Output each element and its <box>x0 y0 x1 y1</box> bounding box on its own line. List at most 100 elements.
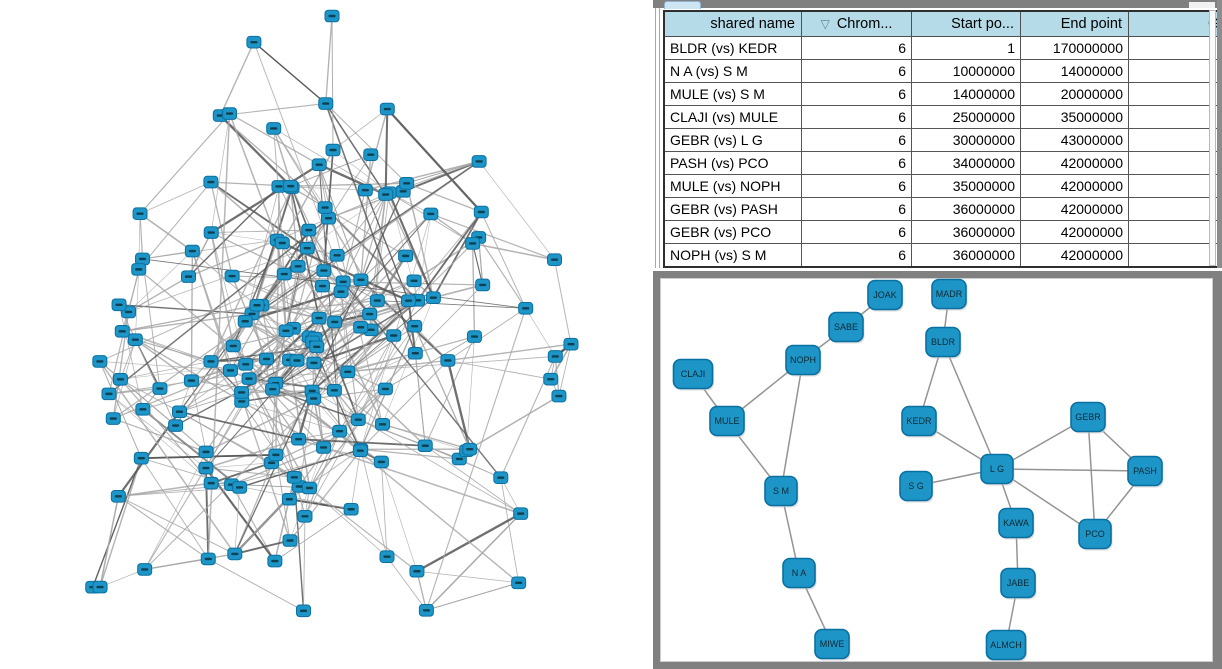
overview-node[interactable] <box>543 372 559 386</box>
overview-node[interactable] <box>357 183 373 197</box>
network-node-ALMCH[interactable]: ALMCH <box>985 629 1028 662</box>
overview-edge[interactable] <box>360 360 449 450</box>
overview-node[interactable] <box>333 285 349 298</box>
overview-node[interactable] <box>316 264 332 277</box>
overview-edge[interactable] <box>179 279 362 413</box>
overview-edge[interactable] <box>228 113 278 241</box>
overview-node[interactable] <box>417 439 433 453</box>
table-cell[interactable]: 6 <box>801 105 912 129</box>
overview-edge[interactable] <box>313 334 395 364</box>
overview-node[interactable] <box>135 402 151 416</box>
overview-edge[interactable] <box>430 213 474 244</box>
overview-edge[interactable] <box>304 430 341 517</box>
overview-edge[interactable] <box>188 239 278 278</box>
overview-node[interactable] <box>518 302 534 315</box>
network-node-SG[interactable]: S G <box>899 470 934 503</box>
overview-node[interactable] <box>222 107 238 120</box>
overview-edge[interactable] <box>234 454 277 555</box>
overview-edge[interactable] <box>313 388 386 400</box>
overview-node[interactable] <box>132 207 148 221</box>
overview-edge[interactable] <box>244 160 480 322</box>
overview-node[interactable] <box>181 270 197 283</box>
overview-node[interactable] <box>237 314 253 328</box>
overview-node[interactable] <box>282 534 298 547</box>
overview-edge[interactable] <box>120 378 272 464</box>
overview-edge[interactable] <box>291 187 342 292</box>
overview-node[interactable] <box>198 445 214 459</box>
overview-edge[interactable] <box>312 398 325 448</box>
network-node-MIWE[interactable]: MIWE <box>814 628 851 661</box>
overview-edge[interactable] <box>274 508 352 562</box>
overview-edge[interactable] <box>276 239 298 361</box>
table-row[interactable]: GEBR (vs) PASH636000000420000008.9 <box>663 197 1222 221</box>
network-node-PASH[interactable]: PASH <box>1127 455 1164 488</box>
table-cell[interactable]: 30000000 <box>911 128 1021 152</box>
network-node-SM[interactable]: S M <box>764 475 799 508</box>
overview-node[interactable] <box>306 392 322 405</box>
overview-edge[interactable] <box>244 290 342 323</box>
overview-edge[interactable] <box>309 487 418 572</box>
overview-node[interactable] <box>318 97 334 110</box>
table-row[interactable]: CLAJI (vs) MULE625000000350000005.9 <box>663 105 1222 129</box>
overview-edge[interactable] <box>99 457 143 588</box>
table-cell[interactable]: 7.5 <box>1128 82 1222 106</box>
overview-node[interactable] <box>407 319 423 333</box>
table-row[interactable]: MULE (vs) NOPH6350000004200000010.5 <box>663 174 1222 198</box>
overview-edge[interactable] <box>128 250 193 313</box>
table-cell[interactable]: CLAJI (vs) MULE <box>663 105 802 129</box>
overview-node[interactable] <box>315 279 331 293</box>
overview-edge[interactable] <box>99 361 236 555</box>
overview-edge[interactable] <box>325 15 333 104</box>
overview-edge[interactable] <box>406 182 482 213</box>
overview-node[interactable] <box>332 424 348 438</box>
overview-node[interactable] <box>224 269 240 283</box>
overview-node[interactable] <box>246 35 262 49</box>
overview-node[interactable] <box>296 604 312 618</box>
overview-edge[interactable] <box>500 477 520 583</box>
network-edge-GEBR-PCO[interactable] <box>1087 416 1096 535</box>
overview-node[interactable] <box>266 122 282 135</box>
overview-edge[interactable] <box>298 438 521 515</box>
column-header-shared-name[interactable]: shared name <box>663 10 802 37</box>
table-row[interactable]: GEBR (vs) L G6300000004300000016.9 <box>663 128 1222 152</box>
overview-node[interactable] <box>203 226 219 239</box>
overview-node[interactable] <box>283 179 299 193</box>
overview-node[interactable] <box>311 158 327 171</box>
network-edge-BLDR-LG[interactable] <box>942 341 998 470</box>
overview-edge[interactable] <box>210 113 230 233</box>
overview-node[interactable] <box>325 143 341 157</box>
overview-edge[interactable] <box>139 213 193 252</box>
overview-edge[interactable] <box>350 450 361 510</box>
overview-node[interactable] <box>135 252 151 266</box>
overview-edge[interactable] <box>134 339 192 382</box>
overview-node[interactable] <box>563 337 579 351</box>
overview-node[interactable] <box>462 442 478 456</box>
network-node-NA[interactable]: N A <box>782 557 817 590</box>
overview-edge[interactable] <box>273 128 386 195</box>
overview-edge[interactable] <box>141 457 240 488</box>
table-cell[interactable]: 1 <box>911 36 1021 60</box>
table-cell[interactable]: 20000000 <box>1020 82 1129 106</box>
overview-edge[interactable] <box>142 378 250 410</box>
overview-network-canvas[interactable] <box>0 0 653 669</box>
overview-edge[interactable] <box>336 194 387 256</box>
overview-node[interactable] <box>301 223 317 237</box>
table-cell[interactable]: 14000000 <box>911 82 1021 106</box>
network-edge-NOPH-SM[interactable] <box>780 359 804 492</box>
overview-edge[interactable] <box>416 571 428 611</box>
overview-node[interactable] <box>299 241 315 255</box>
overview-node[interactable] <box>110 490 126 503</box>
table-row[interactable]: BLDR (vs) KEDR61170000000192.0 <box>663 36 1222 60</box>
overview-edge[interactable] <box>272 128 293 188</box>
overview-edge[interactable] <box>416 211 483 301</box>
overview-node[interactable] <box>249 298 265 312</box>
overview-node[interactable] <box>203 476 219 490</box>
overview-edge[interactable] <box>554 259 572 345</box>
overview-edge[interactable] <box>140 457 209 560</box>
overview-edge[interactable] <box>342 194 387 283</box>
overview-node[interactable] <box>105 412 121 425</box>
overview-edge[interactable] <box>99 361 176 426</box>
overview-edge[interactable] <box>219 114 292 187</box>
overview-node[interactable] <box>309 340 325 354</box>
overview-node[interactable] <box>326 384 342 397</box>
